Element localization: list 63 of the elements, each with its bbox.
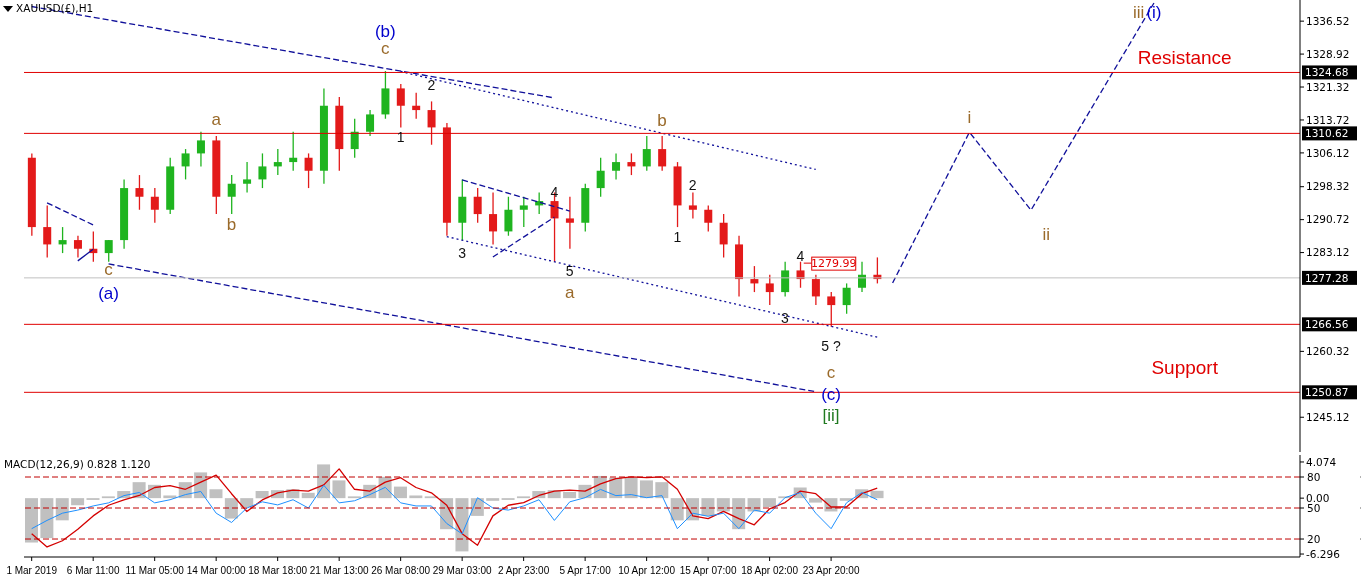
annotation: (b) [374,22,396,42]
y-tick-label: 1306.12 [1306,146,1350,159]
annotation: c [381,39,391,59]
ref-line-label: 1266.56 [1305,318,1349,331]
x-tick-label: 2 Apr 23:00 [498,565,550,576]
annotation: 3 [781,309,790,326]
y-tick-label: 1336.52 [1306,14,1350,27]
annotation: 2 [688,176,697,193]
y2-tick-label: 20 [1307,533,1321,546]
x-tick-label: 14 Mar 00:00 [186,565,247,576]
chart-title: XAUUSD(£),H1 [16,2,94,14]
x-tick-label: 11 Mar 05:00 [125,565,185,576]
annotation: 1 [396,128,405,145]
annotation: Resistance [1137,46,1232,68]
annotation: (i) [1146,3,1162,23]
x-tick-label: 6 Mar 11:00 [66,565,120,576]
x-tick-label: 15 Apr 07:00 [679,565,737,576]
y2-tick-label: 80 [1307,471,1321,484]
annotation: b [657,110,667,130]
y-tick-label: 1290.72 [1306,213,1350,226]
y-tick-label: 1260.32 [1306,345,1350,358]
x-tick-label: 10 Apr 12:00 [618,565,676,576]
annotation: c [104,260,114,280]
annotation: a [565,283,576,303]
y-tick-label: 1283.12 [1306,246,1350,259]
y-tick-label: 1328.92 [1306,47,1350,60]
annotation: 1 [673,228,682,245]
x-tick-label: 21 Mar 13:00 [309,565,370,576]
annotation: (a) [98,283,119,303]
annotation: 5 [565,262,574,279]
annotation: ii [1042,224,1051,244]
y2-tick-label: 50 [1307,502,1321,515]
annotation: 2 [427,76,436,93]
ref-line-label: 1324.68 [1305,66,1349,79]
annotation: 5 ? [821,338,842,355]
x-tick-label: 26 Mar 08:00 [371,565,431,576]
x-tick-label: 29 Mar 03:00 [432,565,493,576]
annotation: 4 [796,248,805,265]
chart-title: MACD(12,26,9) 0.828 1.120 [4,458,151,470]
y-tick-label: -6.296 [1306,547,1341,560]
ref-line-label: 1250.87 [1305,386,1349,399]
annotation: c [826,363,836,383]
y-tick-label: 1313.72 [1306,113,1350,126]
y-tick-label: 1321.32 [1306,80,1350,93]
annotation: a [211,110,222,130]
annotation: 4 [550,184,559,201]
x-tick-label: 18 Apr 02:00 [741,565,799,576]
annotation: iii [1132,3,1145,23]
annotation: 3 [458,244,467,261]
x-tick-label: 23 Apr 20:00 [802,565,860,576]
x-tick-label: 18 Mar 18:00 [248,565,308,576]
y-tick-label: 1245.12 [1306,410,1350,423]
annotation: b [226,215,237,234]
annotation: Support [1151,356,1219,378]
y-tick-label: 4.074 [1306,455,1337,468]
ref-line-label: 1310.62 [1305,127,1349,140]
x-tick-label: 1 Mar 2019 [6,565,58,576]
y-tick-label: 0.00 [1306,491,1330,504]
x-tick-label: 5 Apr 17:00 [559,565,612,576]
ref-line-label: 1277.28 [1305,271,1349,284]
y-tick-label: 1298.32 [1306,180,1350,193]
annotation: i [967,107,972,127]
annotation: [ii] [822,406,840,426]
